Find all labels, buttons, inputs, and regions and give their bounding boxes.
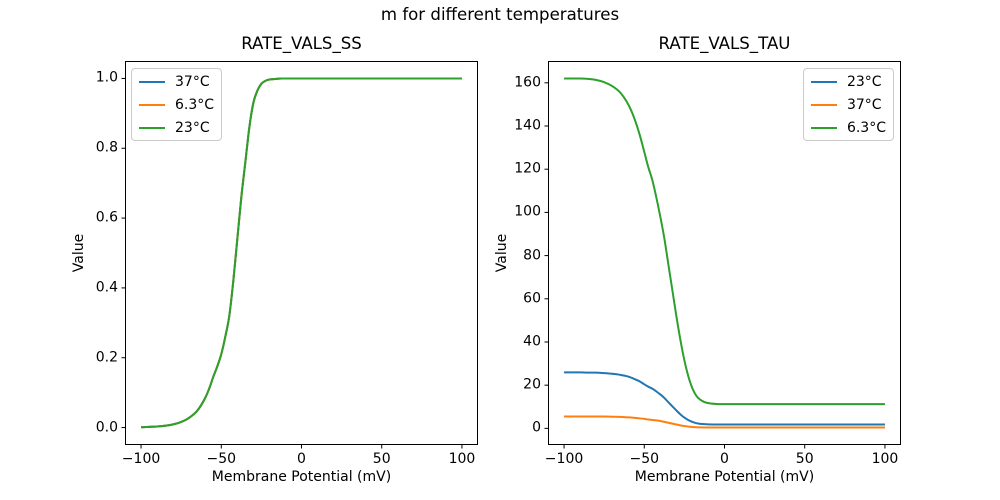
legend-item-6.3-c: 6.3°C <box>139 93 214 116</box>
y-tick-label: 140 <box>514 117 541 134</box>
legend-item-6.3-c: 6.3°C <box>810 116 886 139</box>
y-tick-label: 60 <box>523 290 541 307</box>
y-tick-label: 160 <box>514 74 541 91</box>
y-tick-label: 0.4 <box>95 279 118 296</box>
legend-right: 23°C 37°C 6.3°C <box>802 68 894 141</box>
series-line-6.3-c <box>564 77 885 406</box>
legend-label: 6.3°C <box>846 119 886 136</box>
axes-rate-vals-tau-ylabel: Value <box>494 233 510 273</box>
axes-frame <box>548 61 901 445</box>
series-line-23-c <box>564 371 885 426</box>
y-tick-label: 0.0 <box>95 419 118 436</box>
plot-canvas-right <box>544 61 901 449</box>
y-tick-label: 1.0 <box>95 69 118 86</box>
legend-item-23-c: 23°C <box>139 116 214 139</box>
plot-canvas-left <box>121 61 478 449</box>
legend-line-sample <box>810 103 837 106</box>
legend-label: 23°C <box>846 73 882 90</box>
axes-rate-vals-ss-ylabel: Value <box>71 233 87 273</box>
x-tick-label: 50 <box>372 451 391 467</box>
x-tick-label: −50 <box>629 451 660 467</box>
axes-rate-vals-ss-xlabel: Membrane Potential (mV) <box>211 469 392 485</box>
y-tick-label: 0.8 <box>95 139 118 156</box>
x-tick-label: 50 <box>795 451 814 467</box>
x-tick-label: −50 <box>206 451 237 467</box>
axes-rate-vals-tau: RATE_VALS_TAU Membrane Potential (mV) Va… <box>494 34 901 485</box>
legend-label: 37°C <box>846 96 882 113</box>
x-tick-label: −100 <box>544 451 584 467</box>
legend-label: 37°C <box>175 73 210 90</box>
y-tick-label: 0 <box>532 419 541 436</box>
legend-line-sample <box>139 80 165 83</box>
axes-rate-vals-tau-xlabel: Membrane Potential (mV) <box>634 469 815 485</box>
series-line-37-c <box>564 415 885 429</box>
y-tick-label: 20 <box>523 376 541 393</box>
legend-line-sample <box>139 103 165 106</box>
y-tick-label: 0.6 <box>95 209 118 226</box>
legend-item-37-c: 37°C <box>139 70 214 93</box>
axes-frame <box>125 61 478 445</box>
x-tick-label: −100 <box>121 451 161 467</box>
y-tick-label: 100 <box>514 203 541 220</box>
y-tick-label: 0.2 <box>95 349 118 366</box>
legend-item-23-c: 23°C <box>810 70 886 93</box>
y-tick-label: 80 <box>523 247 541 264</box>
axes-rate-vals-ss: RATE_VALS_SS Membrane Potential (mV) Val… <box>71 34 478 485</box>
axes-rate-vals-ss-title: RATE_VALS_SS <box>241 34 362 53</box>
x-tick-label: 100 <box>871 451 899 467</box>
series-line-23-c <box>141 77 462 429</box>
legend-line-sample <box>810 126 837 129</box>
legend-label: 23°C <box>175 119 210 136</box>
legend-label: 6.3°C <box>175 96 215 113</box>
x-tick-label: 100 <box>448 451 476 467</box>
y-tick-label: 120 <box>514 160 541 177</box>
x-tick-label: 0 <box>720 451 729 467</box>
legend-line-sample <box>810 80 837 83</box>
y-tick-label: 40 <box>523 333 541 350</box>
figure-title: m for different temperatures <box>380 5 620 24</box>
legend-item-37-c: 37°C <box>810 93 886 116</box>
axes-rate-vals-tau-title: RATE_VALS_TAU <box>658 34 791 53</box>
legend-left: 37°C 6.3°C 23°C <box>131 68 223 141</box>
x-tick-label: 0 <box>297 451 306 467</box>
legend-line-sample <box>139 126 165 129</box>
